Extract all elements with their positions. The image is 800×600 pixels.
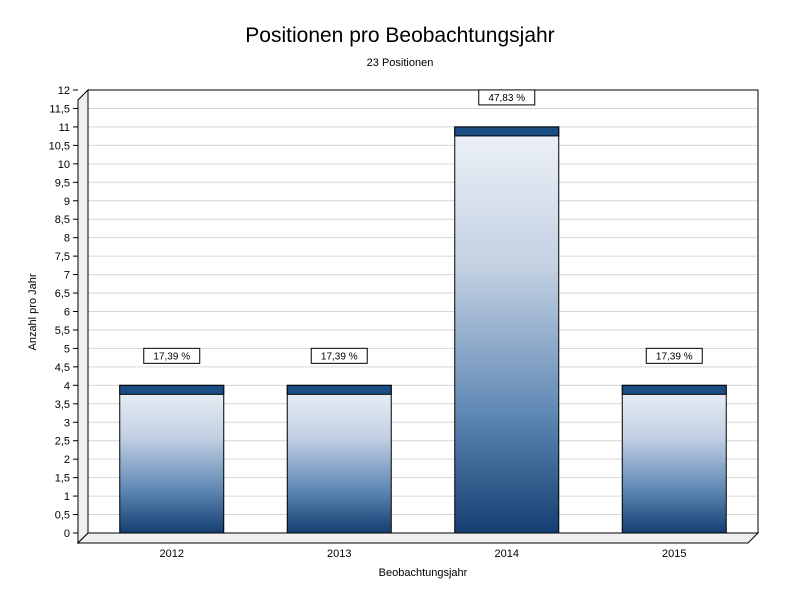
y-tick-label: 10,5 (49, 140, 70, 152)
bar-value-label: 17,39 % (321, 351, 358, 362)
bar-value-label: 17,39 % (656, 351, 693, 362)
x-category-label: 2015 (662, 548, 686, 560)
bar-2013 (286, 384, 392, 534)
x-axis-title: Beobachtungsjahr (379, 567, 468, 579)
bar-value-label: 17,39 % (153, 351, 190, 362)
bar-2012 (119, 384, 225, 534)
y-tick-label: 0,5 (55, 510, 70, 522)
y-tick-label: 9 (64, 196, 70, 208)
y-tick-label: 8 (64, 233, 70, 245)
bar-value-label: 47,83 % (488, 93, 525, 104)
bar-top-face-2015 (621, 384, 727, 395)
y-tick-label: 8,5 (55, 214, 70, 226)
x-category-label: 2014 (495, 548, 519, 560)
y-tick-label: 4 (64, 380, 70, 392)
y-tick-label: 2,5 (55, 436, 70, 448)
y-tick-label: 6,5 (55, 288, 70, 300)
y-tick-label: 5 (64, 343, 70, 355)
bar-value-box (645, 347, 703, 364)
bar-2014 (454, 126, 560, 534)
y-tick-label: 7 (64, 270, 70, 282)
bottom-wall-3d (76, 532, 760, 544)
y-tick-label: 5,5 (55, 325, 70, 337)
chart-title: Positionen pro Beobachtungsjahr (245, 24, 554, 47)
x-category-label: 2012 (160, 548, 184, 560)
bar-top-face-2014 (454, 126, 560, 137)
left-wall-3d (77, 88, 89, 545)
plot-area: 00,511,522,533,544,555,566,577,588,599,5… (49, 85, 760, 560)
y-tick-label: 1,5 (55, 473, 70, 485)
y-tick-label: 3,5 (55, 399, 70, 411)
y-tick-label: 12 (58, 85, 70, 97)
bar-value-box (310, 347, 368, 364)
y-tick-label: 11 (59, 122, 70, 134)
y-tick-label: 1 (64, 491, 70, 503)
bar-2015 (621, 384, 727, 534)
y-tick-label: 4,5 (55, 362, 70, 374)
x-category-label: 2013 (327, 548, 351, 560)
y-tick-label: 10 (58, 159, 70, 171)
y-tick-label: 11,5 (49, 103, 70, 115)
y-axis-title: Anzahl pro Jahr (27, 273, 39, 350)
plot-frame (87, 89, 759, 534)
bar-value-box (143, 347, 201, 364)
y-tick-label: 3 (64, 417, 70, 429)
y-tick-label: 9,5 (55, 177, 70, 189)
chart-subtitle: 23 Positionen (367, 57, 434, 69)
bar-value-box (478, 89, 536, 106)
bar-top-face-2013 (286, 384, 392, 395)
y-tick-label: 6 (64, 307, 70, 319)
y-tick-label: 2 (64, 454, 70, 466)
bar-top-face-2012 (119, 384, 225, 395)
y-tick-label: 7,5 (55, 251, 70, 263)
y-tick-label: 0 (64, 528, 70, 540)
